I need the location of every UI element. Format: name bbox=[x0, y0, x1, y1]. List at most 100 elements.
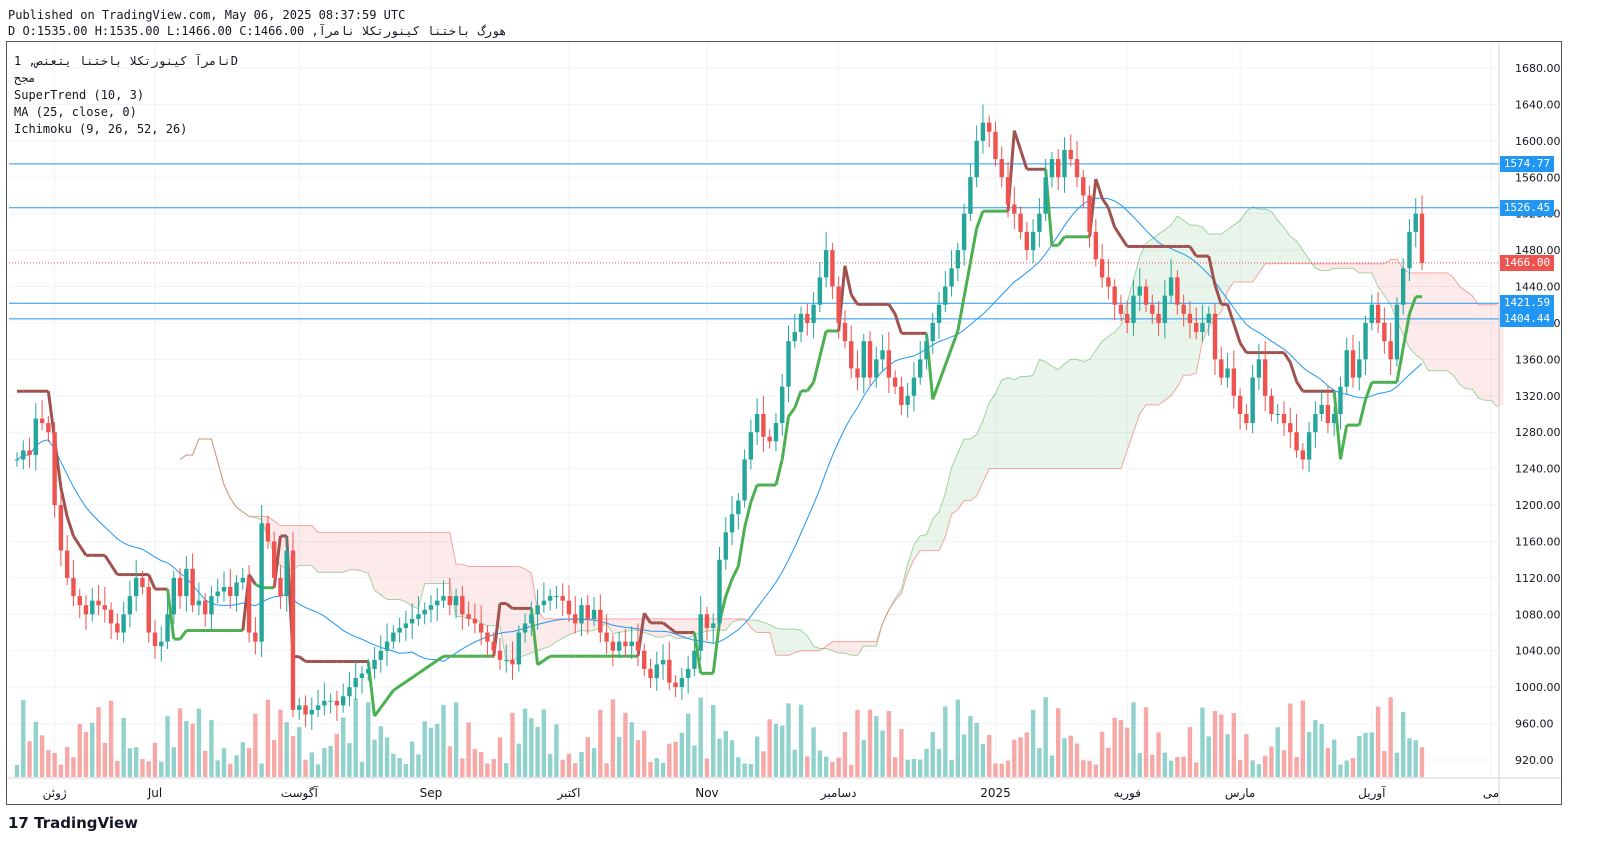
tradingview-logo[interactable]: 17 TradingView bbox=[8, 814, 138, 832]
supertrend-segment bbox=[1338, 424, 1349, 460]
ichimoku-cloud-segment bbox=[1001, 377, 1009, 469]
ichimoku-cloud-segment bbox=[1265, 209, 1272, 264]
volume-bar bbox=[648, 761, 653, 777]
volume-bar bbox=[836, 757, 841, 777]
ichimoku-cloud-segment bbox=[838, 641, 845, 654]
candle-body bbox=[773, 423, 779, 442]
volume-bar bbox=[347, 743, 352, 777]
candle-body bbox=[604, 632, 609, 642]
candle-body bbox=[1068, 149, 1073, 160]
candle-body bbox=[1131, 295, 1136, 323]
supertrend-segment bbox=[711, 621, 721, 674]
y-tick-label: 1480.00 bbox=[1515, 244, 1561, 257]
ichimoku-cloud-segment bbox=[750, 620, 758, 633]
supertrend-segment bbox=[736, 527, 747, 567]
candle-body bbox=[660, 659, 666, 665]
ichimoku-cloud-segment bbox=[725, 618, 733, 631]
candle-body bbox=[598, 609, 603, 633]
ichimoku-cloud-segment bbox=[631, 618, 638, 631]
candle-body bbox=[58, 505, 64, 551]
candle-body bbox=[560, 596, 565, 601]
ichimoku-cloud-segment bbox=[424, 532, 431, 584]
supertrend-segment bbox=[668, 626, 677, 634]
supertrend-segment bbox=[72, 535, 81, 547]
candle-body bbox=[497, 650, 503, 660]
volume-bar bbox=[886, 710, 892, 777]
ichimoku-cloud-segment bbox=[1089, 350, 1096, 469]
volume-bar bbox=[1206, 736, 1211, 777]
price-chart[interactable]: 920.00 960.00 1000.00 1040.00 1080.00 1120.00… bbox=[7, 42, 1561, 804]
ichimoku-cloud-segment bbox=[1415, 272, 1422, 360]
volume-bar bbox=[629, 722, 634, 777]
volume-bar bbox=[460, 758, 465, 777]
ichimoku-cloud-segment bbox=[1114, 325, 1121, 469]
volume-bar bbox=[874, 716, 879, 777]
volume-bar bbox=[1256, 764, 1262, 777]
volume-bar bbox=[1043, 697, 1048, 777]
volume-bar bbox=[1419, 747, 1425, 777]
ichimoku-cloud-segment bbox=[543, 618, 551, 649]
volume-bar bbox=[290, 735, 296, 777]
candle-body bbox=[1363, 322, 1368, 360]
volume-bar bbox=[1168, 760, 1174, 777]
volume-bar bbox=[121, 717, 126, 777]
volume-bar bbox=[786, 703, 791, 777]
volume-bar bbox=[560, 759, 565, 777]
candle-body bbox=[391, 632, 396, 642]
volume-bar bbox=[441, 704, 446, 777]
candle-body bbox=[1237, 395, 1243, 414]
volume-bar bbox=[717, 738, 722, 777]
ichimoku-cloud-segment bbox=[857, 641, 864, 656]
supertrend-segment bbox=[385, 689, 395, 700]
candle-body bbox=[1300, 450, 1306, 460]
ichimoku-cloud-segment bbox=[393, 532, 400, 600]
volume-bar bbox=[14, 765, 20, 777]
ichimoku-cloud-segment bbox=[343, 532, 350, 573]
volume-bar bbox=[140, 759, 145, 777]
supertrend-segment bbox=[298, 655, 307, 663]
y-tick-label: 1640.00 bbox=[1515, 98, 1561, 111]
candle-body bbox=[667, 659, 672, 683]
ichimoku-cloud-segment bbox=[1102, 336, 1109, 469]
volume-bar bbox=[616, 736, 622, 777]
volume-bar bbox=[1363, 732, 1368, 777]
candle-body bbox=[441, 596, 446, 601]
supertrend-segment bbox=[166, 588, 176, 640]
volume-bar bbox=[867, 709, 873, 777]
candle-body bbox=[347, 687, 352, 697]
volume-bar bbox=[246, 747, 252, 777]
ichimoku-cloud-segment bbox=[964, 439, 971, 501]
volume-bar bbox=[428, 727, 434, 777]
volume-bar bbox=[253, 713, 258, 777]
candle-body bbox=[1388, 341, 1393, 360]
supertrend-segment bbox=[543, 654, 551, 662]
x-tick-label: 2025 bbox=[980, 786, 1011, 800]
candle-body bbox=[585, 605, 590, 619]
ichimoku-cloud-segment bbox=[1497, 304, 1504, 408]
ichimoku-cloud-segment bbox=[1020, 376, 1027, 469]
price-tag: 1421.59 bbox=[1500, 295, 1554, 312]
candle-body bbox=[516, 632, 521, 665]
candle-body bbox=[1181, 304, 1186, 314]
supertrend-segment bbox=[417, 667, 426, 675]
volume-bar bbox=[974, 722, 979, 777]
volume-bar bbox=[378, 726, 383, 777]
y-tick-label: 1600.00 bbox=[1515, 135, 1561, 148]
candle-body bbox=[566, 600, 572, 615]
supertrend-segment bbox=[893, 313, 903, 334]
volume-bar bbox=[39, 735, 45, 777]
candle-body bbox=[52, 432, 57, 506]
y-tick-label: 1240.00 bbox=[1515, 463, 1561, 476]
candle-body bbox=[1306, 432, 1312, 460]
candle-body bbox=[190, 568, 195, 606]
volume-bar bbox=[491, 759, 496, 777]
candle-body bbox=[817, 277, 823, 305]
volume-bar bbox=[52, 752, 57, 777]
supertrend-segment bbox=[749, 484, 759, 503]
chart-frame[interactable]: 920.00 960.00 1000.00 1040.00 1080.00 1120.00… bbox=[6, 41, 1562, 805]
ichimoku-cloud-segment bbox=[1215, 234, 1222, 319]
volume-bar bbox=[1262, 755, 1268, 777]
volume-bar bbox=[1325, 747, 1331, 777]
volume-bar bbox=[340, 717, 346, 777]
ichimoku-cloud-segment bbox=[1095, 341, 1103, 469]
